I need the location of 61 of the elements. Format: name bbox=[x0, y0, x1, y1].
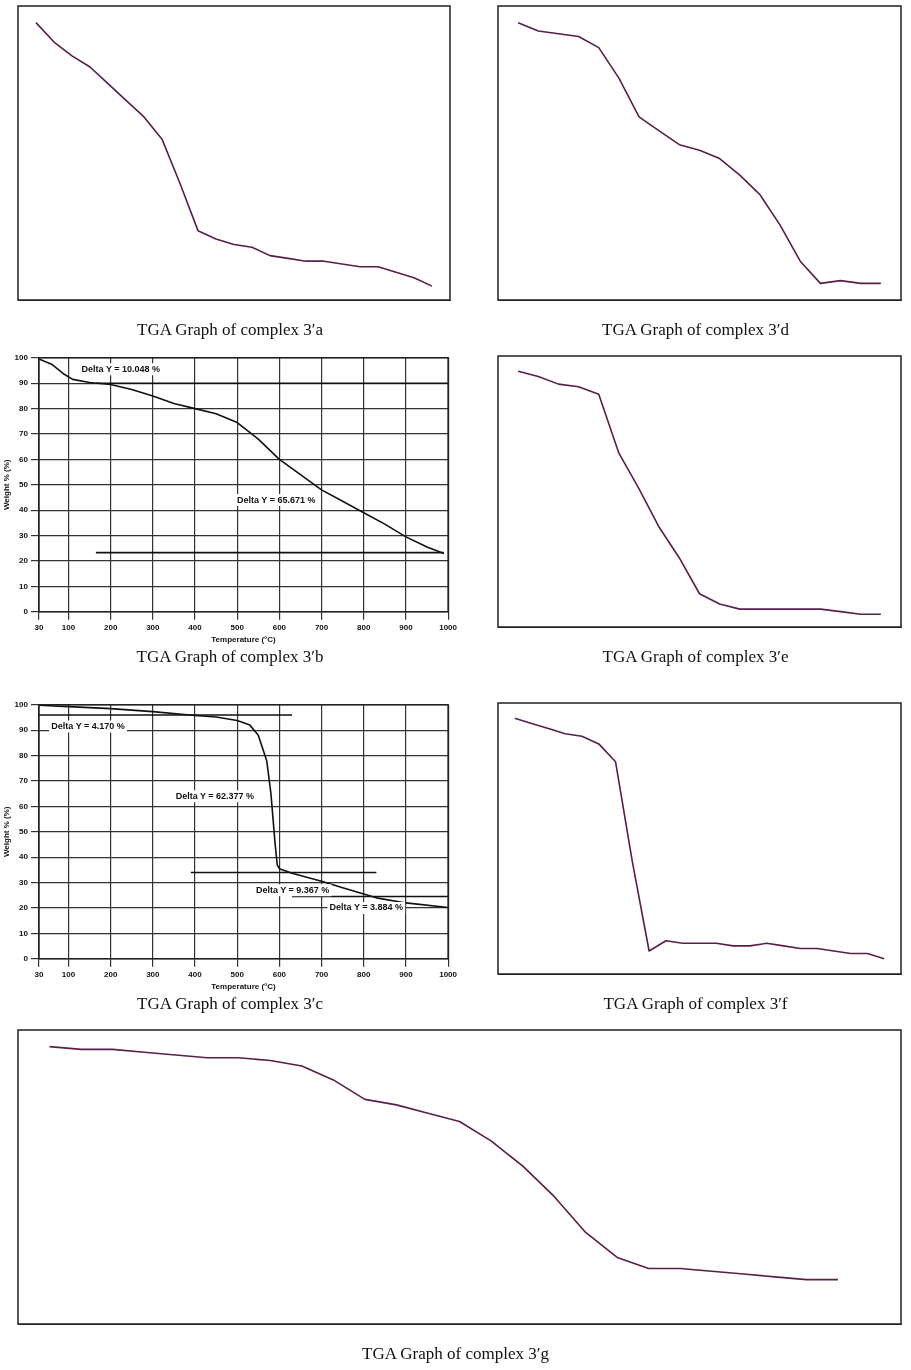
text: TGA Graph of complex 3′f bbox=[602, 993, 789, 1015]
y-tick-label: 70 bbox=[19, 429, 29, 439]
text: TGA Graph of complex 3′a bbox=[136, 319, 324, 341]
x-tick-label: 100 bbox=[61, 969, 76, 979]
x-axis-title: Temperature (°C) bbox=[211, 635, 277, 645]
x-tick-label: 30 bbox=[34, 969, 44, 979]
x-tick-label: 600 bbox=[272, 622, 287, 632]
annotation: Delta Y = 62.377 % bbox=[175, 790, 255, 801]
text: TGA Graph of complex 3′c bbox=[136, 993, 324, 1015]
y-tick-label: 10 bbox=[19, 928, 29, 938]
x-tick-label: 400 bbox=[188, 969, 203, 979]
text: TGA Graph of complex 3′e bbox=[601, 646, 790, 668]
y-tick-label: 50 bbox=[19, 480, 29, 489]
x-tick-label: 400 bbox=[188, 622, 203, 632]
annotation: Delta Y = 9.367 % bbox=[255, 884, 330, 895]
y-tick-label: 0 bbox=[23, 954, 29, 963]
y-tick-label: 10 bbox=[19, 581, 29, 591]
x-tick-label: 800 bbox=[357, 969, 371, 979]
y-tick-label: 50 bbox=[19, 827, 29, 836]
y-tick-label: 100 bbox=[14, 353, 29, 362]
x-tick-label: 900 bbox=[399, 622, 414, 632]
y-tick-label: 40 bbox=[19, 505, 29, 515]
y-axis-title: Weight % (%) bbox=[2, 806, 11, 858]
annotation: Delta Y = 10.048 % bbox=[81, 363, 161, 374]
x-tick-label: 200 bbox=[103, 969, 118, 979]
annotation: Delta Y = 65.671 % bbox=[237, 494, 316, 505]
y-tick-label: 80 bbox=[19, 403, 29, 413]
y-tick-label: 30 bbox=[19, 877, 29, 887]
y-tick-label: 70 bbox=[19, 776, 29, 786]
y-tick-label: 60 bbox=[19, 454, 29, 464]
y-tick-label: 30 bbox=[19, 530, 29, 540]
x-tick-label: 700 bbox=[314, 622, 329, 632]
x-tick-label: 800 bbox=[357, 622, 371, 632]
y-tick-label: 40 bbox=[19, 852, 29, 862]
x-axis-title: Temperature (°C) bbox=[211, 982, 277, 992]
y-tick-label: 90 bbox=[19, 378, 29, 388]
text: TGA Graph of complex 3′d bbox=[601, 319, 790, 341]
y-tick-label: 20 bbox=[19, 903, 29, 913]
y-tick-label: 0 bbox=[23, 607, 29, 616]
x-tick-label: 30 bbox=[34, 622, 44, 632]
y-tick-label: 80 bbox=[19, 750, 29, 760]
x-tick-label: 100 bbox=[61, 622, 76, 632]
x-tick-label: 600 bbox=[272, 969, 287, 979]
text: TGA Graph of complex 3′g bbox=[361, 1343, 550, 1365]
x-tick-label: 200 bbox=[103, 622, 118, 632]
y-tick-label: 100 bbox=[14, 700, 29, 709]
x-tick-label: 1000 bbox=[439, 969, 458, 979]
annotation: Delta Y = 3.884 % bbox=[329, 902, 404, 913]
y-axis-title: Weight % (%) bbox=[2, 459, 11, 511]
annotation: Delta Y = 4.170 % bbox=[51, 720, 125, 731]
text: TGA Graph of complex 3′b bbox=[135, 646, 325, 668]
x-tick-label: 500 bbox=[230, 969, 245, 979]
x-tick-label: 1000 bbox=[439, 622, 458, 632]
x-tick-label: 300 bbox=[146, 969, 161, 979]
y-tick-label: 90 bbox=[19, 725, 29, 735]
x-tick-label: 700 bbox=[314, 969, 329, 979]
y-tick-label: 20 bbox=[19, 556, 29, 566]
y-tick-label: 60 bbox=[19, 801, 29, 811]
x-tick-label: 900 bbox=[399, 969, 414, 979]
x-tick-label: 300 bbox=[146, 622, 161, 632]
x-tick-label: 500 bbox=[230, 622, 245, 632]
